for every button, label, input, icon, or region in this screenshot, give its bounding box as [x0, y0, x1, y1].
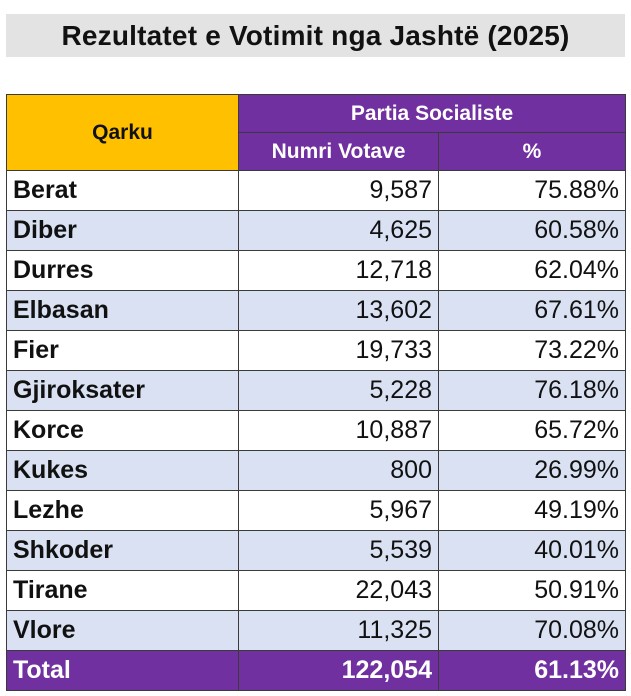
- row-qark-name: Korce: [6, 410, 239, 451]
- row-percent: 40.01%: [438, 530, 626, 571]
- row-votes: 11,325: [238, 610, 439, 651]
- row-qark-name: Fier: [6, 330, 239, 371]
- table-row: Gjiroksater 5,228 76.18%: [6, 370, 626, 411]
- row-qark-name: Kukes: [6, 450, 239, 491]
- row-percent: 50.91%: [438, 570, 626, 611]
- table-row: Tirane 22,043 50.91%: [6, 570, 626, 611]
- row-qark-name: Elbasan: [6, 290, 239, 331]
- row-votes: 4,625: [238, 210, 439, 251]
- header-row-columns: Numri Votave %: [7, 132, 626, 171]
- total-votes: 122,054: [238, 650, 439, 691]
- row-votes: 5,967: [238, 490, 439, 531]
- header-party: Partia Socialiste: [238, 94, 626, 133]
- row-votes: 13,602: [238, 290, 439, 331]
- row-qark-name: Vlore: [6, 610, 239, 651]
- table-row: Fier 19,733 73.22%: [6, 330, 626, 371]
- row-qark-name: Shkoder: [6, 530, 239, 571]
- table-row: Vlore 11,325 70.08%: [6, 610, 626, 651]
- row-percent: 60.58%: [438, 210, 626, 251]
- title-bar: Rezultatet e Votimit nga Jashtë (2025): [6, 14, 625, 57]
- page-title: Rezultatet e Votimit nga Jashtë (2025): [61, 19, 570, 51]
- row-votes: 22,043: [238, 570, 439, 611]
- table-row: Kukes 800 26.99%: [6, 450, 626, 491]
- row-percent: 67.61%: [438, 290, 626, 331]
- total-percent: 61.13%: [438, 650, 626, 691]
- row-qark-name: Lezhe: [6, 490, 239, 531]
- row-percent: 76.18%: [438, 370, 626, 411]
- row-percent: 65.72%: [438, 410, 626, 451]
- table-row: Berat 9,587 75.88%: [6, 170, 626, 211]
- row-qark-name: Tirane: [6, 570, 239, 611]
- table-row: Elbasan 13,602 67.61%: [6, 290, 626, 331]
- table-row: Korce 10,887 65.72%: [6, 410, 626, 451]
- row-votes: 19,733: [238, 330, 439, 371]
- row-percent: 73.22%: [438, 330, 626, 371]
- row-votes: 12,718: [238, 250, 439, 291]
- table-row: Lezhe 5,967 49.19%: [6, 490, 626, 531]
- header-votes: Numri Votave: [238, 132, 439, 171]
- row-qark-name: Gjiroksater: [6, 370, 239, 411]
- row-qark-name: Diber: [6, 210, 239, 251]
- row-qark-name: Durres: [6, 250, 239, 291]
- row-percent: 70.08%: [438, 610, 626, 651]
- header-percent: %: [438, 132, 626, 171]
- row-percent: 49.19%: [438, 490, 626, 531]
- row-votes: 5,539: [238, 530, 439, 571]
- total-label: Total: [6, 650, 239, 691]
- header-qarku: Qarku: [6, 94, 239, 171]
- row-votes: 5,228: [238, 370, 439, 411]
- table-row: Shkoder 5,539 40.01%: [6, 530, 626, 571]
- table-row: Durres 12,718 62.04%: [6, 250, 626, 291]
- row-percent: 75.88%: [438, 170, 626, 211]
- table-row: Diber 4,625 60.58%: [6, 210, 626, 251]
- header-row-party: Qarku Partia Socialiste: [6, 94, 626, 171]
- row-percent: 26.99%: [438, 450, 626, 491]
- results-table: Qarku Partia Socialiste Numri Votave % B…: [6, 94, 626, 691]
- row-votes: 9,587: [238, 170, 439, 211]
- row-qark-name: Berat: [6, 170, 239, 211]
- row-percent: 62.04%: [438, 250, 626, 291]
- row-votes: 10,887: [238, 410, 439, 451]
- total-row: Total 122,054 61.13%: [6, 650, 626, 691]
- row-votes: 800: [238, 450, 439, 491]
